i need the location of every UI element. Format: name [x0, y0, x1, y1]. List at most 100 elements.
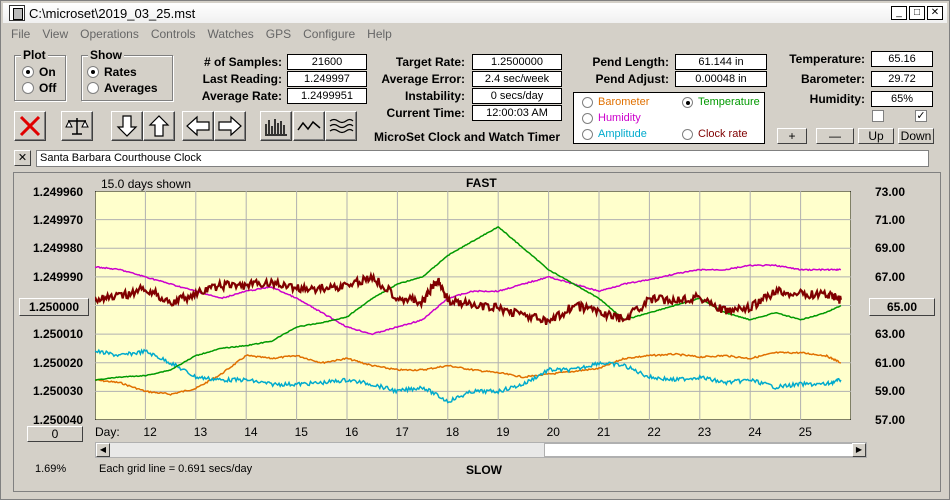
target-rate-value[interactable]: 1.2500000	[472, 54, 562, 70]
variable-barometer[interactable]: Barometer	[582, 96, 649, 108]
percent-label: 1.69%	[35, 463, 67, 475]
day-tick-label: 22	[647, 425, 661, 439]
arrow-right-icon	[218, 115, 242, 137]
last-reading-value: 1.249997	[287, 71, 367, 87]
app-name-label: MicroSet Clock and Watch Timer	[373, 130, 561, 144]
menu-watches[interactable]: Watches	[207, 27, 254, 41]
stop-button[interactable]	[14, 111, 46, 141]
radio-dot[interactable]	[582, 96, 593, 108]
barometer-value: 29.72	[871, 71, 933, 87]
plot-on-radio[interactable]: On	[22, 65, 56, 79]
day-tick-label: 14	[244, 425, 258, 439]
radio-dot[interactable]	[87, 82, 99, 94]
day-tick-label: 16	[345, 425, 359, 439]
show-averages-label: Averages	[104, 81, 158, 95]
pend-adjust-label: Pend Adjust:	[595, 72, 669, 86]
radio-dot[interactable]	[22, 66, 34, 78]
last-reading-label: Last Reading:	[202, 72, 282, 86]
menu-configure[interactable]: Configure	[303, 27, 356, 41]
show-group: Show	[81, 48, 173, 101]
radio-dot[interactable]	[682, 96, 693, 108]
scroll-value-box[interactable]: 0	[27, 426, 83, 442]
left-axis-label: 1.249960	[33, 185, 84, 199]
title-bar: C:\microset\2019_03_25.mst _ □ ✕	[3, 3, 947, 23]
show-group-title: Show	[88, 48, 124, 62]
days-shown-label: 15.0 days shown	[101, 177, 192, 191]
pend-adjust-value[interactable]: 0.00048 in	[675, 71, 767, 87]
pend-length-label: Pend Length:	[592, 55, 669, 69]
maximize-button[interactable]: □	[909, 6, 925, 20]
variable-temperature[interactable]: Temperature	[682, 96, 760, 108]
menu-gps[interactable]: GPS	[265, 27, 292, 41]
smooth-plot-button[interactable]	[325, 111, 357, 141]
down-button[interactable]: Down	[898, 128, 934, 144]
menu-operations[interactable]: Operations	[80, 27, 139, 41]
left-arrow-button[interactable]	[182, 111, 214, 141]
radio-dot[interactable]	[682, 128, 693, 140]
line-plot-button[interactable]	[293, 111, 325, 141]
day-tick-label: 20	[546, 425, 560, 439]
radio-dot[interactable]	[582, 128, 593, 140]
down-arrow-button[interactable]	[111, 111, 143, 141]
up-arrow-button[interactable]	[143, 111, 175, 141]
variable-amplitude[interactable]: Amplitude	[582, 128, 647, 140]
clear-name-button[interactable]: ✕	[14, 150, 31, 166]
variable-clock-rate[interactable]: Clock rate	[682, 128, 748, 140]
show-rates-label: Rates	[104, 65, 137, 79]
scroll-left-arrow-icon[interactable]: ◀	[96, 443, 110, 457]
minimize-button[interactable]: _	[891, 6, 907, 20]
day-tick-label: 23	[697, 425, 712, 439]
radio-dot[interactable]	[87, 66, 99, 78]
right-arrow-button[interactable]	[214, 111, 246, 141]
variable-temperature-label: Temperature	[698, 96, 760, 108]
show-rates-radio[interactable]: Rates	[87, 65, 137, 79]
center-rate-button[interactable]: 1.250000	[19, 298, 89, 316]
left-axis-label: 1.250040	[33, 413, 84, 427]
plus-button[interactable]: +	[777, 128, 807, 144]
arrow-up-icon	[148, 115, 170, 137]
radio-dot[interactable]	[22, 82, 34, 94]
menu-controls[interactable]: Controls	[150, 27, 196, 41]
scroll-right-arrow-icon[interactable]: ▶	[852, 443, 866, 457]
series-line-clock-rate	[95, 271, 842, 326]
pend-length-value[interactable]: 61.144 in	[675, 54, 767, 70]
right-axis-label: 63.00	[875, 327, 906, 341]
day-tick-label: 13	[193, 425, 208, 439]
menu-bar: File View Operations Controls Watches GP…	[5, 25, 398, 43]
scroll-thumb[interactable]	[544, 443, 854, 457]
left-axis-label: 1.249990	[33, 270, 84, 284]
close-button[interactable]: ✕	[927, 6, 943, 20]
center-temp-button[interactable]: 65.00	[869, 298, 935, 316]
barometer-label: Barometer:	[800, 72, 865, 86]
menu-file[interactable]: File	[11, 27, 31, 41]
variable-humidity[interactable]: Humidity	[582, 112, 641, 124]
plot-off-label: Off	[39, 81, 57, 95]
wavy-lines-icon	[329, 118, 354, 134]
menu-view[interactable]: View	[42, 27, 69, 41]
right-axis-label: 67.00	[875, 270, 906, 284]
arrow-down-icon	[116, 115, 138, 137]
app-icon[interactable]	[9, 5, 25, 21]
left-axis-label: 1.250020	[33, 356, 84, 370]
grid-note-label: Each grid line = 0.691 secs/day	[99, 463, 253, 475]
balance-button[interactable]	[61, 111, 93, 141]
radio-dot[interactable]	[582, 112, 593, 124]
right-axis-label: 57.00	[875, 413, 906, 427]
clock-name-field[interactable]: Santa Barbara Courthouse Clock	[36, 150, 929, 167]
checkbox-right[interactable]: ✓	[915, 110, 927, 122]
left-axis-label: 1.249980	[33, 241, 84, 255]
horizontal-scrollbar[interactable]: ◀ ▶	[95, 442, 867, 458]
menu-help[interactable]: Help	[367, 27, 392, 41]
up-button[interactable]: Up	[858, 128, 894, 144]
show-averages-radio[interactable]: Averages	[87, 81, 158, 95]
checkbox-left[interactable]	[872, 110, 884, 122]
plot-on-label: On	[39, 65, 56, 79]
minus-button[interactable]: —	[816, 128, 854, 144]
day-tick-label: 12	[143, 425, 157, 439]
plot-off-radio[interactable]: Off	[22, 81, 56, 95]
left-axis-label: 1.250030	[33, 384, 84, 398]
bar-plot-button[interactable]	[260, 111, 292, 141]
samples-value: 21600	[287, 54, 367, 70]
samples-label: # of Samples:	[203, 55, 282, 69]
wave-line-icon	[297, 120, 321, 131]
